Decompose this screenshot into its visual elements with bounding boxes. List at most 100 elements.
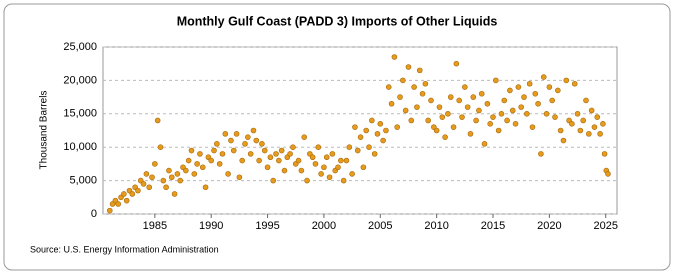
data-point <box>228 137 234 144</box>
data-point <box>594 114 601 120</box>
data-point <box>340 177 347 184</box>
data-point <box>135 187 141 194</box>
data-point <box>253 137 260 144</box>
data-point <box>335 164 341 171</box>
data-point <box>549 97 555 104</box>
data-point <box>484 100 491 107</box>
data-point <box>369 117 375 124</box>
data-point <box>478 90 485 97</box>
data-point <box>569 121 575 127</box>
data-point <box>371 151 378 157</box>
data-point <box>199 164 206 171</box>
y-tick-label: 5,000 <box>69 175 97 187</box>
data-point <box>450 124 457 130</box>
y-tick-label: 15,000 <box>63 108 97 120</box>
data-point <box>208 157 215 164</box>
frame <box>3 3 671 271</box>
data-point <box>543 111 550 117</box>
data-point <box>580 117 586 124</box>
x-tick-label: 1995 <box>255 220 279 232</box>
data-point <box>222 131 229 137</box>
data-point <box>495 127 502 134</box>
data-point <box>352 124 358 130</box>
data-point <box>490 114 496 120</box>
data-point <box>555 87 561 94</box>
data-point <box>281 167 288 174</box>
data-point <box>191 171 198 177</box>
data-point <box>473 117 479 124</box>
data-point <box>481 141 488 147</box>
data-point <box>140 181 147 187</box>
data-point <box>338 157 344 164</box>
data-point <box>586 131 592 137</box>
data-point <box>357 134 364 140</box>
data-point <box>267 154 274 161</box>
data-point <box>388 100 395 107</box>
data-point <box>518 104 524 110</box>
data-point <box>467 131 474 137</box>
data-point <box>571 80 578 87</box>
data-point <box>321 164 327 171</box>
data-point <box>374 131 381 137</box>
data-point <box>366 144 372 150</box>
data-point <box>414 104 420 110</box>
data-point <box>400 77 406 84</box>
data-point <box>211 147 217 154</box>
data-point <box>168 174 175 181</box>
data-point <box>487 121 493 127</box>
data-point <box>560 137 567 144</box>
data-point <box>174 171 181 177</box>
data-point <box>171 191 178 197</box>
data-point <box>315 144 322 150</box>
data-point <box>236 174 243 181</box>
data-point <box>524 111 530 117</box>
data-point <box>397 94 403 100</box>
data-point <box>129 191 136 197</box>
data-point <box>157 144 164 150</box>
y-tick-label: 20,000 <box>63 74 97 86</box>
x-tick-label: 2015 <box>481 220 505 232</box>
data-point <box>295 157 302 164</box>
data-point <box>402 107 409 114</box>
data-point <box>346 144 353 150</box>
data-point <box>605 171 611 177</box>
data-point <box>152 161 158 167</box>
x-tick-label: 2025 <box>593 220 617 232</box>
data-point <box>422 80 429 87</box>
data-point <box>529 124 536 130</box>
data-point <box>470 94 477 100</box>
data-point <box>391 54 398 60</box>
data-point <box>588 107 595 114</box>
data-point <box>493 77 499 84</box>
data-point <box>270 177 277 184</box>
data-point <box>535 100 541 107</box>
data-point <box>360 164 367 171</box>
x-tick-label: 1990 <box>199 220 223 232</box>
data-point <box>425 117 431 124</box>
data-point <box>146 184 153 191</box>
data-point <box>498 111 505 117</box>
data-point <box>312 161 319 167</box>
data-point <box>476 107 482 114</box>
data-point <box>149 174 155 181</box>
data-point <box>433 127 440 134</box>
data-point <box>298 167 305 174</box>
data-point <box>309 154 316 161</box>
data-point <box>521 94 527 100</box>
data-point <box>538 151 544 157</box>
x-tick-label: 2000 <box>312 220 336 232</box>
data-point <box>256 157 262 164</box>
data-point <box>363 127 369 134</box>
data-point <box>273 151 279 157</box>
data-point <box>261 147 268 154</box>
data-point <box>233 131 240 137</box>
data-point <box>442 134 448 140</box>
data-point <box>163 184 169 191</box>
data-point <box>405 64 412 70</box>
data-point <box>383 127 389 134</box>
data-point <box>287 151 293 157</box>
data-point <box>214 141 220 147</box>
data-point <box>504 117 510 124</box>
data-point <box>326 174 333 181</box>
data-point <box>188 147 195 154</box>
